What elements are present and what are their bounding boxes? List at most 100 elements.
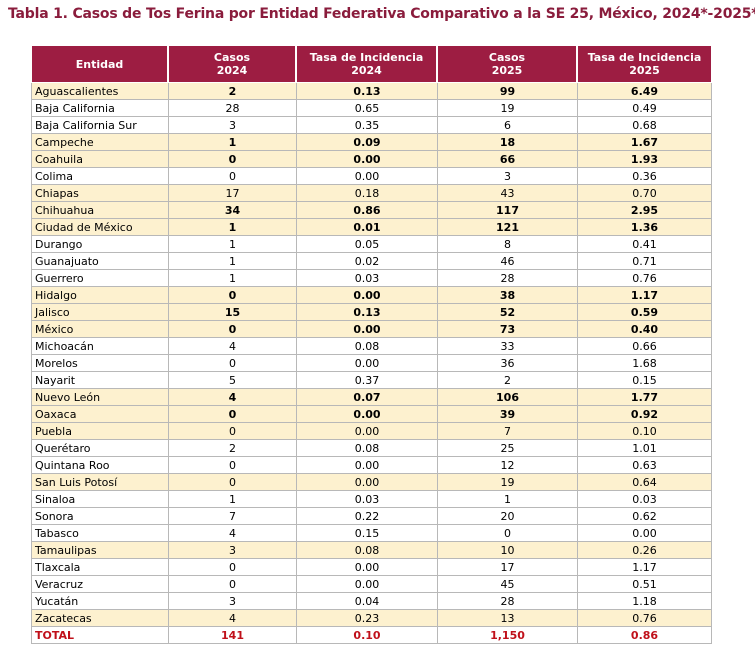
cell-value: 0.26	[577, 542, 712, 559]
cell-value: 1	[168, 270, 296, 287]
table-row: Sinaloa 1 0.03 1 0.03	[31, 491, 712, 508]
cell-value: 2	[168, 440, 296, 457]
cell-value: 0.35	[296, 117, 437, 134]
state-name: Sinaloa	[31, 491, 168, 508]
cell-value: 0.22	[296, 508, 437, 525]
cell-value: 4	[168, 525, 296, 542]
state-name: Sonora	[31, 508, 168, 525]
table-row: Guanajuato 1 0.02 46 0.71	[31, 253, 712, 270]
state-name: Colima	[31, 168, 168, 185]
table-row: Zacatecas 4 0.23 13 0.76	[31, 610, 712, 627]
state-name: Guerrero	[31, 270, 168, 287]
cell-value: 0	[168, 474, 296, 491]
cell-value: 0.49	[577, 100, 712, 117]
cell-value: 1.77	[577, 389, 712, 406]
cell-value: 1.36	[577, 219, 712, 236]
cell-value: 28	[168, 100, 296, 117]
table-row: San Luis Potosí 0 0.00 19 0.64	[31, 474, 712, 491]
cell-value: 19	[437, 100, 577, 117]
table-title: Tabla 1. Casos de Tos Ferina por Entidad…	[8, 6, 755, 22]
cell-value: 0.62	[577, 508, 712, 525]
cell-value: 117	[437, 202, 577, 219]
cell-value: 1	[168, 219, 296, 236]
column-header: Casos 2024	[168, 45, 296, 83]
state-name: Tamaulipas	[31, 542, 168, 559]
state-name: Nuevo León	[31, 389, 168, 406]
cell-value: 73	[437, 321, 577, 338]
table-row: Yucatán 3 0.04 28 1.18	[31, 593, 712, 610]
cell-value: 0.66	[577, 338, 712, 355]
table-row: Jalisco 15 0.13 52 0.59	[31, 304, 712, 321]
cell-value: 43	[437, 185, 577, 202]
table-row: Baja California 28 0.65 19 0.49	[31, 100, 712, 117]
data-table: Entidad Casos 2024 Tasa de Incidencia 2024 Ca…	[31, 45, 712, 644]
table-row: Michoacán 4 0.08 33 0.66	[31, 338, 712, 355]
cell-value: 0.23	[296, 610, 437, 627]
table-row: Sonora 7 0.22 20 0.62	[31, 508, 712, 525]
cell-value: 0.59	[577, 304, 712, 321]
cell-value: 45	[437, 576, 577, 593]
cell-value: 1.68	[577, 355, 712, 372]
cell-value: 0.00	[296, 355, 437, 372]
table-row: Morelos 0 0.00 36 1.68	[31, 355, 712, 372]
cell-value: 52	[437, 304, 577, 321]
table-row: Hidalgo 0 0.00 38 1.17	[31, 287, 712, 304]
cell-value: 0	[168, 355, 296, 372]
state-name: Tlaxcala	[31, 559, 168, 576]
state-name: Nayarit	[31, 372, 168, 389]
cell-value: 3	[437, 168, 577, 185]
state-name: Tabasco	[31, 525, 168, 542]
state-name: Michoacán	[31, 338, 168, 355]
cell-value: 0.03	[296, 270, 437, 287]
cell-value: 0.51	[577, 576, 712, 593]
table-body: Aguascalientes 2 0.13 99 6.49 Baja California…	[31, 83, 712, 644]
table-row: Puebla 0 0.00 7 0.10	[31, 423, 712, 440]
state-name: Durango	[31, 236, 168, 253]
cell-value: 1.93	[577, 151, 712, 168]
table-row: Campeche 1 0.09 18 1.67	[31, 134, 712, 151]
state-name: Yucatán	[31, 593, 168, 610]
table-row: Querétaro 2 0.08 25 1.01	[31, 440, 712, 457]
cell-value: 1	[168, 253, 296, 270]
state-name: Coahuila	[31, 151, 168, 168]
cell-value: 0.71	[577, 253, 712, 270]
cell-value: 38	[437, 287, 577, 304]
total-value: 0.10	[296, 627, 437, 644]
cell-value: 0.00	[296, 406, 437, 423]
cell-value: 1.01	[577, 440, 712, 457]
cell-value: 0.01	[296, 219, 437, 236]
state-name: Oaxaca	[31, 406, 168, 423]
cell-value: 2	[437, 372, 577, 389]
state-name: Campeche	[31, 134, 168, 151]
cell-value: 18	[437, 134, 577, 151]
state-name: Quintana Roo	[31, 457, 168, 474]
cell-value: 0.00	[296, 151, 437, 168]
table-row: Nayarit 5 0.37 2 0.15	[31, 372, 712, 389]
cell-value: 0.15	[577, 372, 712, 389]
cell-value: 20	[437, 508, 577, 525]
cell-value: 17	[437, 559, 577, 576]
cell-value: 0	[168, 457, 296, 474]
cell-value: 10	[437, 542, 577, 559]
cell-value: 0.13	[296, 83, 437, 100]
state-name: Baja California Sur	[31, 117, 168, 134]
header-line: 2024	[216, 64, 248, 77]
cell-value: 3	[168, 542, 296, 559]
cell-value: 1.18	[577, 593, 712, 610]
cell-value: 0.70	[577, 185, 712, 202]
cell-value: 1.17	[577, 287, 712, 304]
cell-value: 0.00	[296, 287, 437, 304]
cell-value: 0.08	[296, 542, 437, 559]
table-row: México 0 0.00 73 0.40	[31, 321, 712, 338]
table-row: Veracruz 0 0.00 45 0.51	[31, 576, 712, 593]
total-label: TOTAL	[31, 627, 168, 644]
cell-value: 34	[168, 202, 296, 219]
cell-value: 4	[168, 338, 296, 355]
state-name: Aguascalientes	[31, 83, 168, 100]
state-name: Querétaro	[31, 440, 168, 457]
table-row: Durango 1 0.05 8 0.41	[31, 236, 712, 253]
table-row: Coahuila 0 0.00 66 1.93	[31, 151, 712, 168]
cell-value: 6.49	[577, 83, 712, 100]
cell-value: 1	[437, 491, 577, 508]
state-name: Guanajuato	[31, 253, 168, 270]
